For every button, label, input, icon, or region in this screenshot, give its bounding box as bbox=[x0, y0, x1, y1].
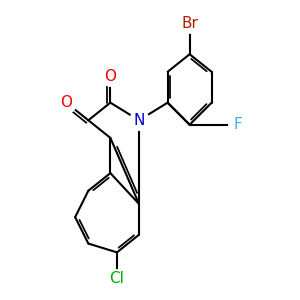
Text: Cl: Cl bbox=[110, 271, 124, 286]
Text: O: O bbox=[104, 69, 116, 84]
Text: N: N bbox=[133, 113, 145, 128]
Text: O: O bbox=[60, 95, 72, 110]
Text: Br: Br bbox=[181, 16, 198, 31]
Text: F: F bbox=[234, 117, 242, 132]
